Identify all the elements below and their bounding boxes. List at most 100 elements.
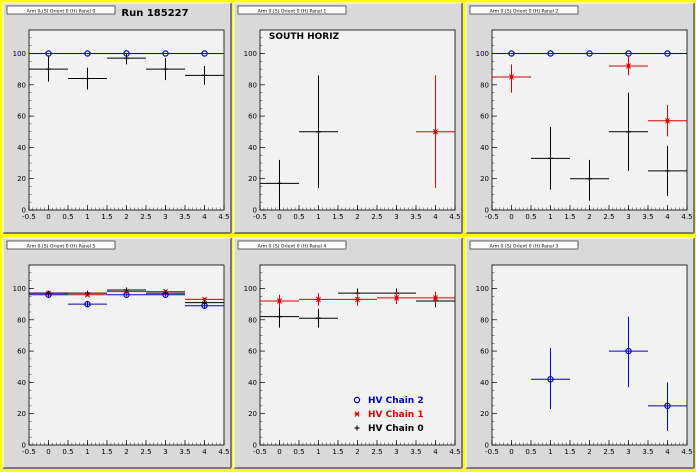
- legend-label-hv-chain-0: HV Chain 0: [368, 424, 424, 434]
- panel-title-box: Arm 0 (S) Orient 0 (H) Panel 2: [469, 5, 579, 14]
- y-tick-label: 80: [248, 81, 257, 89]
- x-tick-label: 1.5: [101, 448, 112, 456]
- y-tick-label: 20: [17, 410, 26, 418]
- y-tick-label: 0: [22, 442, 26, 450]
- panel-title-box: Arm 0 (S) Orient 0 (H) Panel 1: [237, 5, 347, 14]
- x-tick-label: 0: [46, 448, 50, 456]
- data-point: [146, 58, 185, 81]
- y-tick-label: 100: [13, 50, 26, 58]
- x-tick-label: 0.5: [62, 213, 73, 221]
- series-plus: [29, 53, 224, 90]
- x-tick-label: 3.5: [642, 448, 653, 456]
- y-tick-label: 40: [480, 144, 489, 152]
- data-point: [107, 53, 146, 65]
- x-tick-label: 0: [46, 213, 50, 221]
- data-point: [609, 50, 648, 57]
- y-tick-label: 80: [17, 81, 26, 89]
- y-tick-label: 20: [17, 175, 26, 183]
- plot-frame: [491, 264, 688, 446]
- data-point: [570, 159, 609, 201]
- x-tick-label: 1: [548, 213, 552, 221]
- y-tick-label: 40: [17, 144, 26, 152]
- x-tick-label: 4: [433, 448, 438, 456]
- x-tick-label: -0.5: [253, 213, 267, 221]
- x-tick-label: 4.5: [218, 448, 229, 456]
- x-tick-label: 3.5: [642, 213, 653, 221]
- x-tick-label: 2: [587, 213, 591, 221]
- y-tick-label: 0: [22, 207, 26, 215]
- point-marker: [163, 290, 168, 296]
- south-horiz-label: SOUTH HORIZ: [269, 32, 340, 42]
- series-star: [416, 75, 455, 189]
- y-tick-label: 60: [248, 348, 257, 356]
- data-point: [531, 347, 570, 409]
- x-tick-label: 4: [665, 448, 670, 456]
- x-tick-label: 0.5: [62, 448, 73, 456]
- point-marker: [625, 347, 632, 355]
- x-tick-label: 0.5: [293, 448, 304, 456]
- point-marker: [316, 296, 321, 303]
- point-marker: [46, 66, 51, 72]
- panel-4: Arm 0 (S) Orient 0 (H) Panel 4-0.5 0 0.5 1 1…: [233, 237, 463, 469]
- x-tick-label: 4.5: [449, 213, 460, 221]
- point-marker: [162, 50, 169, 57]
- data-point: [29, 50, 68, 57]
- panel-3: Arm 0 (S) Orient 0 (H) Panel 5-0.5 0 0.5 1 1…: [2, 237, 232, 469]
- run-label: Run 185227: [121, 8, 188, 19]
- x-tick-label: 1: [548, 448, 552, 456]
- data-point: [260, 159, 299, 210]
- point-marker: [664, 402, 671, 410]
- data-point: [492, 64, 531, 93]
- x-tick-label: 0: [509, 213, 513, 221]
- data-point: [416, 75, 455, 189]
- x-tick-label: -0.5: [22, 448, 36, 456]
- x-tick-label: 2.5: [140, 448, 151, 456]
- point-marker: [547, 50, 554, 57]
- legend: HV Chain 2 HV Chain 1 HV Chain 0: [353, 396, 424, 434]
- point-marker: [548, 155, 553, 161]
- x-tick-label: 2.5: [371, 448, 382, 456]
- x-tick-label: 3: [163, 448, 167, 456]
- x-tick-label: 4: [665, 213, 670, 221]
- series-star: [492, 56, 687, 137]
- y-tick-label: 100: [244, 285, 257, 293]
- data-point: [338, 293, 377, 306]
- point-marker: [665, 168, 670, 174]
- data-point: [68, 50, 107, 57]
- x-tick-label: 3.5: [179, 213, 190, 221]
- data-point: [648, 105, 687, 137]
- data-point: [260, 307, 299, 328]
- y-tick-label: 100: [13, 285, 26, 293]
- x-tick-label: 3: [626, 213, 630, 221]
- y-tick-label: 80: [248, 316, 257, 324]
- point-marker: [85, 76, 90, 82]
- y-tick-label: 60: [17, 113, 26, 121]
- point-marker: [664, 50, 671, 57]
- panel-title: Arm 0 (S) Orient 0 (H) Panel 4: [258, 243, 327, 249]
- point-marker: [163, 66, 168, 72]
- x-tick-label: 0: [509, 448, 513, 456]
- point-marker: [587, 176, 592, 182]
- y-tick-label: 0: [253, 442, 257, 450]
- data-point: [609, 316, 648, 388]
- y-tick-label: 100: [476, 285, 489, 293]
- data-point: [492, 50, 531, 57]
- data-point: [648, 50, 687, 57]
- point-marker: [84, 300, 91, 308]
- point-marker: [277, 314, 282, 320]
- x-tick-label: 2: [355, 448, 359, 456]
- data-point: [648, 382, 687, 431]
- x-tick-label: 2.5: [603, 448, 614, 456]
- point-marker: [45, 50, 52, 57]
- point-marker: [433, 295, 438, 301]
- y-tick-label: 0: [485, 207, 489, 215]
- panel-5: Arm 0 (S) Orient 0 (H) Panel 3-0.5 0 0.5 1 1…: [465, 237, 695, 469]
- x-tick-label: 2: [355, 213, 359, 221]
- data-point: [146, 290, 185, 296]
- y-tick-label: 80: [17, 316, 26, 324]
- series-star: [260, 291, 455, 308]
- panel-title-box: Arm 0 (S) Orient 0 (H) Panel 3: [469, 240, 579, 249]
- panel-title-box: Arm 0 (S) Orient 0 (H) Panel 5: [6, 240, 116, 249]
- panel-title: Arm 0 (S) Orient 0 (H) Panel 0: [27, 8, 96, 14]
- point-marker: [277, 180, 282, 186]
